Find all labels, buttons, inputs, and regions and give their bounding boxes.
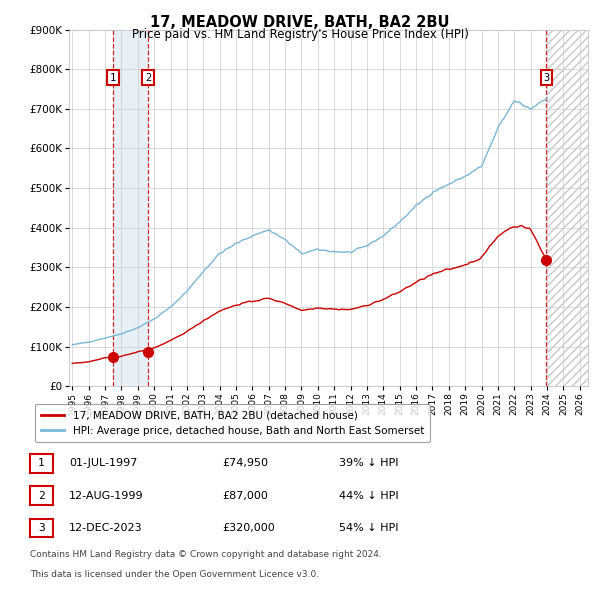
Text: Contains HM Land Registry data © Crown copyright and database right 2024.: Contains HM Land Registry data © Crown c… [30, 550, 382, 559]
Text: 3: 3 [38, 523, 45, 533]
Text: 12-AUG-1999: 12-AUG-1999 [69, 491, 143, 500]
Text: This data is licensed under the Open Government Licence v3.0.: This data is licensed under the Open Gov… [30, 571, 319, 579]
Text: 2: 2 [145, 73, 151, 83]
Text: £87,000: £87,000 [222, 491, 268, 500]
Bar [113, 30, 148, 386]
Text: 1: 1 [110, 73, 116, 83]
Text: 39% ↓ HPI: 39% ↓ HPI [339, 458, 398, 468]
Text: 2: 2 [38, 491, 45, 500]
Text: 44% ↓ HPI: 44% ↓ HPI [339, 491, 398, 500]
Text: 17, MEADOW DRIVE, BATH, BA2 2BU: 17, MEADOW DRIVE, BATH, BA2 2BU [150, 15, 450, 30]
Text: 01-JUL-1997: 01-JUL-1997 [69, 458, 137, 468]
Text: £74,950: £74,950 [222, 458, 268, 468]
Text: 3: 3 [543, 73, 550, 83]
Text: Price paid vs. HM Land Registry's House Price Index (HPI): Price paid vs. HM Land Registry's House … [131, 28, 469, 41]
Bar [548, 30, 588, 386]
Text: 12-DEC-2023: 12-DEC-2023 [69, 523, 143, 533]
Text: 1: 1 [38, 458, 45, 468]
Text: 54% ↓ HPI: 54% ↓ HPI [339, 523, 398, 533]
Text: £320,000: £320,000 [222, 523, 275, 533]
Legend: 17, MEADOW DRIVE, BATH, BA2 2BU (detached house), HPI: Average price, detached h: 17, MEADOW DRIVE, BATH, BA2 2BU (detache… [35, 404, 430, 442]
Bar [548, 30, 588, 386]
